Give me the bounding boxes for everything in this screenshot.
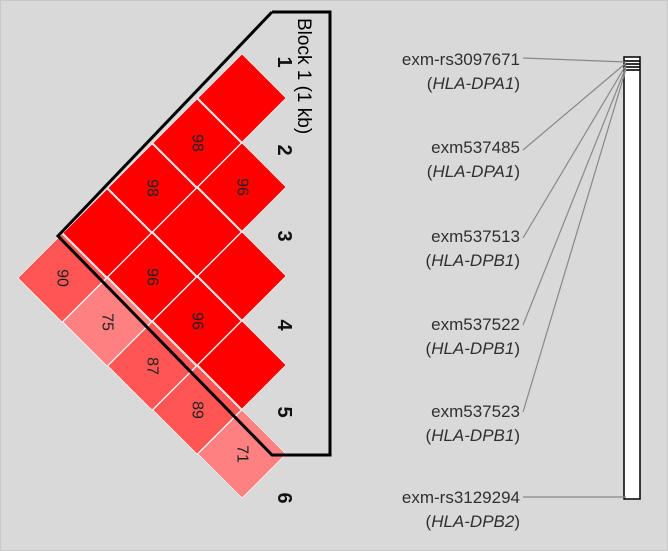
gene-name: (HLA-DPA1) — [300, 74, 520, 94]
ld-value-label: 75 — [99, 313, 116, 331]
ld-cell — [152, 276, 242, 366]
marker-number: 6 — [273, 492, 295, 503]
ld-value-label: 96 — [234, 178, 251, 196]
gene-symbol: HLA-DPA1 — [432, 74, 515, 93]
snp-name: exm-rs3129294 — [401, 488, 520, 507]
chromosome-bar — [623, 56, 641, 500]
gene-symbol: HLA-DPB1 — [431, 426, 515, 445]
gene-symbol: HLA-DPB1 — [431, 339, 515, 358]
chromosome-map — [522, 56, 641, 500]
paren-close: ) — [514, 512, 520, 531]
ld-cell — [152, 187, 242, 277]
gene-name: (HLA-DPB2) — [300, 512, 520, 532]
snp-name: exm-rs3097671 — [401, 50, 520, 69]
ld-value-label: 89 — [189, 401, 206, 419]
ld-value-label: 98 — [189, 134, 206, 152]
paren-close: ) — [514, 251, 520, 270]
paren-open: ( — [426, 162, 433, 181]
ld-value-label: 90 — [54, 269, 71, 287]
block-outline — [55, 10, 332, 457]
ld-cells: 96 71 98 96 89 98 96 87 75 90 — [17, 53, 287, 499]
ld-cell — [197, 231, 287, 321]
ld-cell — [197, 142, 287, 232]
snp-connector-line — [522, 64, 627, 239]
snp-name: exm537523 — [431, 402, 520, 421]
gene-symbol: HLA-DPB2 — [431, 512, 515, 531]
snp-connector-line — [522, 68, 627, 413]
marker-number: 4 — [273, 319, 295, 331]
ld-cell — [17, 233, 107, 323]
ld-value-label: 71 — [234, 445, 251, 463]
paren-open: ( — [425, 339, 432, 358]
ld-value-label: 96 — [189, 312, 206, 330]
gene-symbol: HLA-DPB1 — [431, 251, 515, 270]
marker-number: 2 — [273, 144, 295, 155]
block-outline-path — [55, 10, 332, 457]
gene-name: (HLA-DPB1) — [300, 339, 520, 359]
marker-number: 3 — [273, 230, 295, 241]
paren-close: ) — [514, 339, 520, 358]
ld-cell — [197, 409, 287, 499]
ld-cell — [197, 53, 287, 143]
ld-value-label: 87 — [144, 357, 161, 375]
snp-connector-line — [522, 62, 627, 151]
ld-cell — [62, 188, 152, 278]
paren-close: ) — [514, 162, 520, 181]
marker-numbers: 1 2 3 4 5 6 — [273, 56, 295, 503]
ld-value-label: 98 — [144, 179, 161, 197]
gene-symbol: HLA-DPA1 — [432, 162, 515, 181]
gene-name: (HLA-DPB1) — [300, 426, 520, 446]
marker-number: 1 — [273, 56, 295, 67]
snp-name: exm537513 — [431, 227, 520, 246]
gene-name: (HLA-DPB1) — [300, 251, 520, 271]
snp-name: exm537485 — [431, 138, 520, 157]
marker-number: 5 — [273, 406, 295, 417]
paren-open: ( — [425, 251, 432, 270]
ld-cell — [197, 320, 287, 410]
paren-close: ) — [514, 426, 520, 445]
ld-cell — [152, 98, 242, 188]
snp-name: exm537522 — [431, 315, 520, 334]
ld-cell — [107, 321, 197, 411]
paren-close: ) — [514, 74, 520, 93]
gene-name: (HLA-DPA1) — [300, 162, 520, 182]
block-label: Block 1 (1 kb) — [293, 18, 314, 134]
ld-cell — [107, 143, 197, 233]
ld-cell — [152, 365, 242, 455]
ld-cell — [107, 232, 197, 322]
ld-cell — [62, 277, 152, 367]
paren-open: ( — [425, 512, 432, 531]
ld-value-label: 96 — [144, 268, 161, 286]
paren-open: ( — [425, 426, 432, 445]
snp-connector-line — [522, 57, 627, 63]
paren-open: ( — [426, 74, 433, 93]
snp-connector-line — [522, 66, 627, 326]
